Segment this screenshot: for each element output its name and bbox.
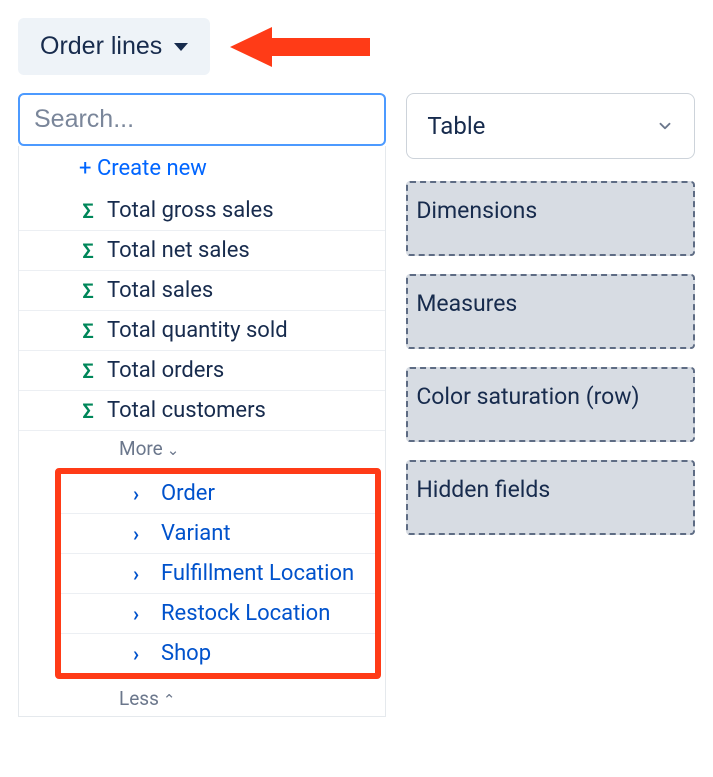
sigma-icon: Σ <box>79 199 97 223</box>
field-group-label: Restock Location <box>161 601 330 626</box>
sigma-icon: Σ <box>79 279 97 303</box>
field-label: Total gross sales <box>107 198 274 223</box>
create-new-label: + Create new <box>79 156 207 181</box>
chevron-right-icon: › <box>133 642 147 666</box>
annotation-arrow-icon <box>230 24 370 70</box>
dropzone-label: Color saturation (row) <box>416 383 639 410</box>
field-group-label: Variant <box>161 521 231 546</box>
field-label: Total orders <box>107 358 224 383</box>
chevron-down-icon <box>656 117 674 135</box>
dropzone-label: Hidden fields <box>416 476 550 503</box>
field-row[interactable]: Σ Total sales <box>19 270 385 310</box>
dropzone-color-saturation[interactable]: Color saturation (row) <box>406 367 695 442</box>
dataset-dropdown-label: Order lines <box>40 32 162 61</box>
more-toggle[interactable]: More⌄ <box>19 430 385 466</box>
chevron-right-icon: › <box>133 482 147 506</box>
field-group-row[interactable]: › Variant <box>61 513 375 553</box>
dropzone-measures[interactable]: Measures <box>406 274 695 349</box>
field-row[interactable]: Σ Total net sales <box>19 230 385 270</box>
sigma-icon: Σ <box>79 239 97 263</box>
field-label: Total sales <box>107 278 213 303</box>
visualization-selected-label: Table <box>427 112 485 140</box>
dropzone-label: Measures <box>416 290 517 317</box>
dataset-dropdown[interactable]: Order lines <box>18 18 210 75</box>
field-label: Total net sales <box>107 238 250 263</box>
annotation-highlight-box: › Order › Variant › Fulfillment Location… <box>55 468 381 679</box>
chevron-right-icon: › <box>133 602 147 626</box>
chevron-up-icon: ⌃ <box>163 691 176 709</box>
field-group-label: Order <box>161 481 215 506</box>
less-label: Less <box>119 687 159 710</box>
field-group-row[interactable]: › Shop <box>61 633 375 673</box>
field-group-row[interactable]: › Restock Location <box>61 593 375 633</box>
field-row[interactable]: Σ Total quantity sold <box>19 310 385 350</box>
dropzone-hidden-fields[interactable]: Hidden fields <box>406 460 695 535</box>
field-label: Total customers <box>107 398 266 423</box>
field-group-label: Shop <box>161 641 211 666</box>
sigma-icon: Σ <box>79 359 97 383</box>
field-group-row[interactable]: › Fulfillment Location <box>61 553 375 593</box>
less-toggle[interactable]: Less⌃ <box>19 681 385 716</box>
sigma-icon: Σ <box>79 399 97 423</box>
field-row[interactable]: Σ Total gross sales <box>19 191 385 230</box>
field-group-row[interactable]: › Order <box>61 474 375 513</box>
field-label: Total quantity sold <box>107 318 288 343</box>
sigma-icon: Σ <box>79 319 97 343</box>
caret-down-icon <box>174 43 188 51</box>
dropzone-dimensions[interactable]: Dimensions <box>406 181 695 256</box>
chevron-right-icon: › <box>133 522 147 546</box>
field-row[interactable]: Σ Total orders <box>19 350 385 390</box>
chevron-down-icon: ⌄ <box>167 441 180 459</box>
visualization-select[interactable]: Table <box>406 93 695 159</box>
dropzone-label: Dimensions <box>416 197 537 224</box>
create-new-button[interactable]: + Create new <box>19 146 385 191</box>
search-input[interactable] <box>18 93 386 146</box>
fields-list: + Create new Σ Total gross sales Σ Total… <box>18 146 386 717</box>
field-row[interactable]: Σ Total customers <box>19 390 385 430</box>
more-label: More <box>119 437 163 460</box>
field-group-label: Fulfillment Location <box>161 561 354 586</box>
chevron-right-icon: › <box>133 562 147 586</box>
